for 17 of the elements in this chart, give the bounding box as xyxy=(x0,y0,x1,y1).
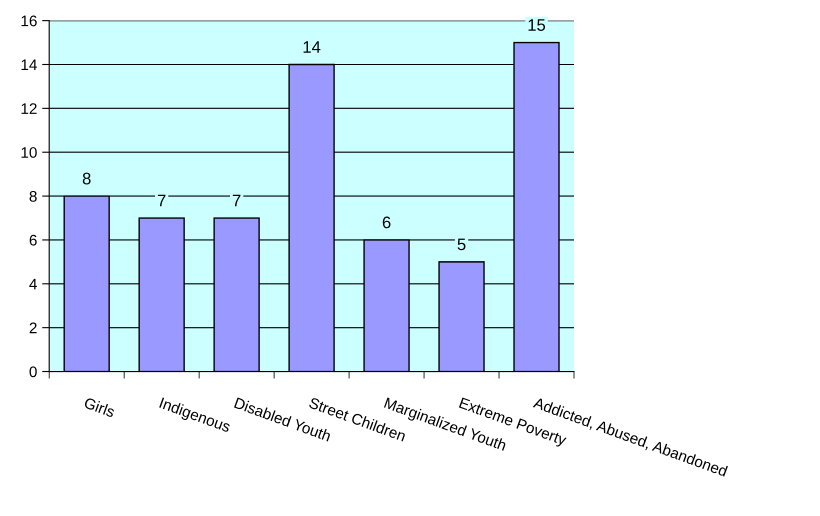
y-tick-label: 14 xyxy=(22,60,37,70)
data-label: 14 xyxy=(304,41,320,53)
data-label: 8 xyxy=(82,172,91,184)
y-tick-label: 10 xyxy=(22,147,37,158)
y-tick-label: 0 xyxy=(29,366,37,378)
data-label: 15 xyxy=(528,19,546,31)
y-tick-label: 2 xyxy=(30,322,37,334)
y-tick-label: 6 xyxy=(30,234,37,246)
x-tick-label: Girls xyxy=(84,396,116,418)
y-tick-label: 16 xyxy=(22,16,37,26)
y-tick-label: 4 xyxy=(29,278,37,290)
data-label: 7 xyxy=(158,194,166,206)
data-label: 6 xyxy=(382,216,390,228)
y-tick-label: 8 xyxy=(30,190,37,202)
data-label: 7 xyxy=(232,194,240,206)
y-tick-label: 12 xyxy=(22,103,37,114)
data-label: 5 xyxy=(458,238,466,250)
